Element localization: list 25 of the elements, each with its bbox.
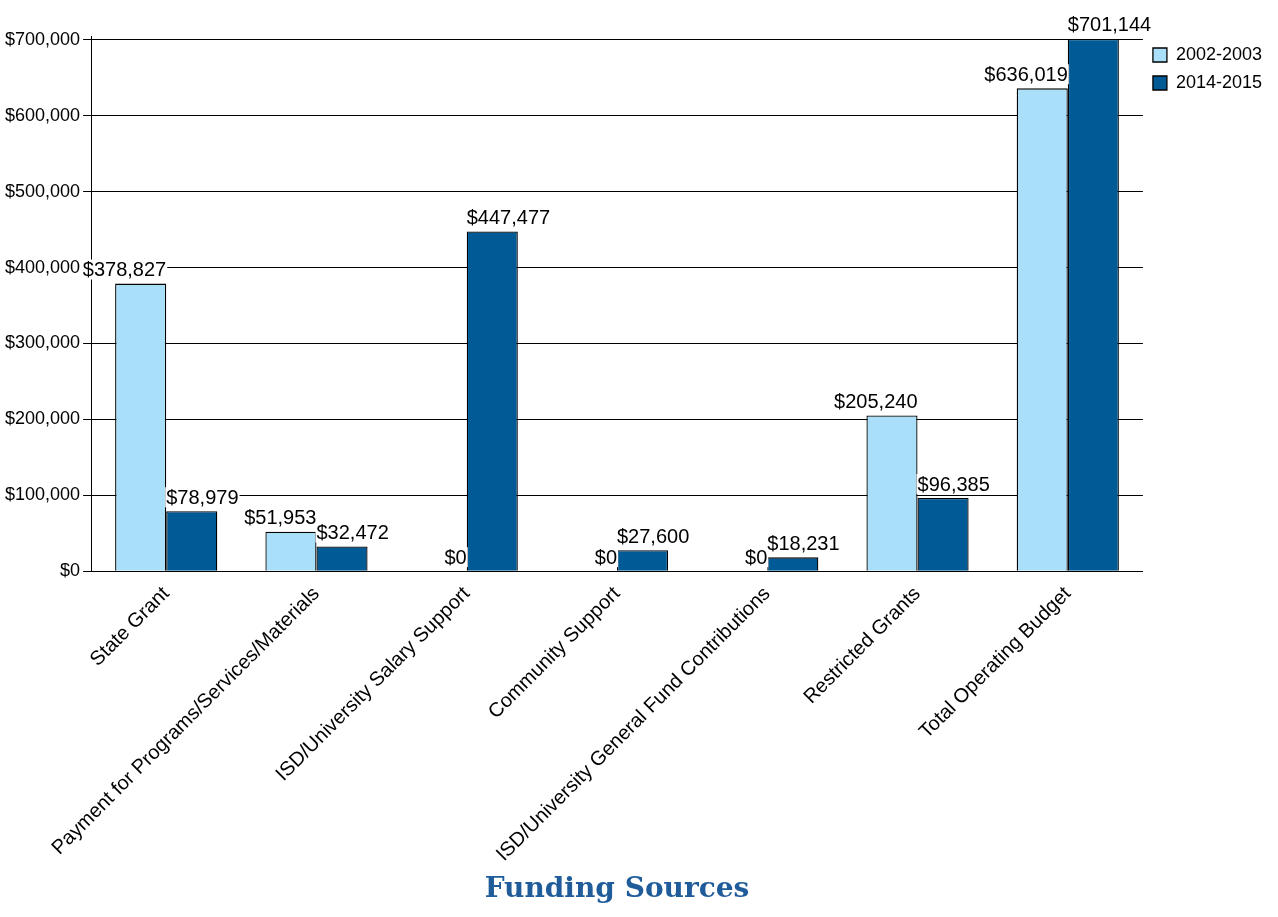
- data-label: $18,231: [767, 531, 840, 554]
- data-label: $32,472: [316, 521, 389, 544]
- data-label: $78,979: [166, 485, 239, 508]
- y-tick-label: $100,000: [5, 484, 81, 505]
- data-label: $447,477: [466, 206, 551, 229]
- y-tick-label: $300,000: [5, 332, 81, 353]
- legend-label: 2014-2015: [1175, 71, 1263, 92]
- data-label: $27,600: [617, 524, 690, 547]
- data-label: $0: [444, 545, 467, 568]
- data-label: $205,240: [834, 389, 918, 412]
- data-label: $378,827: [82, 258, 167, 281]
- data-label: $51,953: [244, 506, 317, 529]
- y-tick-label: $200,000: [5, 408, 81, 429]
- y-tick-label: $600,000: [5, 104, 81, 125]
- y-tick-label: $0: [60, 560, 81, 581]
- y-tick-label: $700,000: [5, 28, 81, 49]
- data-label: $96,385: [917, 472, 990, 495]
- data-label: $636,019: [984, 62, 1068, 85]
- y-tick-label: $400,000: [5, 256, 81, 277]
- y-tick-label: $500,000: [5, 180, 81, 201]
- x-axis-title: Funding Sources: [484, 871, 750, 905]
- legend-label: 2002-2003: [1175, 43, 1263, 64]
- data-label: $0: [745, 545, 768, 568]
- data-label: $701,144: [1067, 13, 1152, 36]
- data-label: $0: [594, 545, 617, 568]
